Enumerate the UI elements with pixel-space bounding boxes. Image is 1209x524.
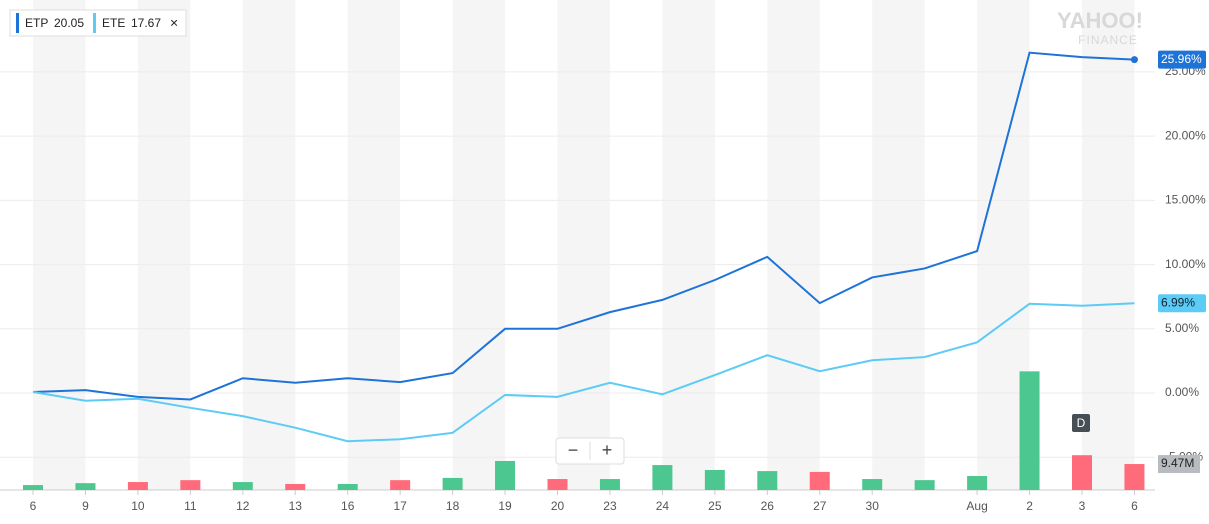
volume-bar bbox=[1124, 464, 1145, 490]
legend-swatch bbox=[16, 13, 19, 33]
y-tick-label: 20.00% bbox=[1165, 128, 1206, 142]
x-tick-label: 17 bbox=[393, 499, 407, 513]
zoom-controls: − + bbox=[555, 437, 625, 465]
volume-bar bbox=[75, 483, 96, 490]
band bbox=[33, 0, 86, 490]
volume-bar bbox=[704, 469, 725, 490]
legend-box bbox=[9, 9, 187, 37]
x-tick-label: 27 bbox=[813, 499, 827, 513]
band bbox=[0, 0, 1, 490]
band bbox=[662, 0, 715, 490]
x-tick-label: 9 bbox=[82, 499, 89, 513]
x-tick-label: 6 bbox=[1131, 499, 1138, 513]
legend-name: ETE bbox=[102, 16, 125, 30]
band bbox=[347, 0, 401, 490]
legend-quote: 17.67 bbox=[131, 16, 161, 30]
volume-bar bbox=[547, 479, 568, 490]
volume-bar bbox=[23, 485, 43, 490]
y-tick-label: 15.00% bbox=[1165, 193, 1206, 207]
x-tick-label: 6 bbox=[30, 499, 37, 513]
remove-button[interactable]: × bbox=[170, 15, 178, 31]
end-box bbox=[1158, 294, 1206, 313]
band bbox=[767, 0, 820, 490]
legend-quote: 20.05 bbox=[54, 16, 84, 30]
end-dot bbox=[1130, 56, 1138, 64]
background-bands bbox=[0, 0, 1134, 490]
band bbox=[452, 0, 506, 490]
end-label: 6.99% bbox=[1161, 295, 1195, 309]
volume-bar bbox=[495, 460, 516, 490]
lines bbox=[32, 51, 1135, 443]
volume-bar bbox=[757, 471, 778, 490]
y-tick-label: 10.00% bbox=[1165, 257, 1206, 271]
volume-bar bbox=[285, 483, 306, 490]
band bbox=[1082, 0, 1135, 490]
brand-logo: YAHOO! bbox=[1057, 8, 1143, 33]
volume-bar bbox=[967, 476, 988, 490]
volume-bar bbox=[652, 465, 673, 490]
volume-bar bbox=[809, 471, 830, 490]
y-tick-label: 0.00% bbox=[1165, 385, 1199, 399]
band bbox=[872, 0, 925, 490]
end-box bbox=[1158, 50, 1206, 69]
volume bbox=[23, 371, 1145, 490]
band bbox=[557, 0, 610, 490]
x-tick-label: 13 bbox=[289, 499, 303, 513]
zoom-out[interactable]: − bbox=[568, 440, 579, 460]
volume-bar bbox=[390, 480, 411, 490]
x-tick-label: 2 bbox=[1026, 499, 1033, 513]
x-tick-label: 16 bbox=[341, 499, 355, 513]
volume-bar bbox=[1072, 455, 1092, 490]
x-tick-label: 26 bbox=[761, 499, 775, 513]
legend-swatch bbox=[93, 13, 96, 33]
x-tick-label: 20 bbox=[551, 499, 565, 513]
volume-end-box bbox=[1158, 455, 1200, 474]
brand-logo-sub: FINANCE bbox=[1078, 33, 1138, 47]
volume-bar bbox=[914, 480, 935, 490]
x-tick-label: 19 bbox=[498, 499, 512, 513]
volume-bar bbox=[442, 477, 463, 490]
line bbox=[32, 302, 1135, 443]
x-tick-label: 24 bbox=[656, 499, 670, 513]
x-tick-label: 30 bbox=[866, 499, 880, 513]
x-tick-label: 12 bbox=[236, 499, 250, 513]
volume-bar bbox=[862, 479, 883, 490]
x-tick-label: 23 bbox=[603, 499, 617, 513]
volume-bar bbox=[180, 480, 201, 490]
volume-bar bbox=[599, 479, 620, 490]
interval-label[interactable]: D bbox=[1077, 416, 1086, 430]
x-tick-label: 11 bbox=[184, 499, 197, 513]
interval-badge[interactable] bbox=[1072, 414, 1090, 432]
volume-bar bbox=[337, 483, 358, 490]
end-label: 25.96% bbox=[1161, 52, 1202, 66]
x-tick-label: 18 bbox=[446, 499, 460, 513]
legend: ETP 20.05 ETE 17.67 × bbox=[9, 9, 187, 37]
line bbox=[32, 51, 1135, 401]
legend-name: ETP bbox=[25, 16, 48, 30]
band bbox=[137, 0, 191, 490]
y-tick-label: 5.00% bbox=[1165, 321, 1199, 335]
volume-end-label: 9.47M bbox=[1161, 456, 1194, 470]
volume-bar bbox=[232, 482, 253, 490]
band bbox=[242, 0, 296, 490]
grid bbox=[0, 71, 1155, 491]
volume-bar bbox=[127, 482, 148, 490]
volume-bar bbox=[1019, 371, 1040, 490]
x-tick-label: Aug bbox=[966, 499, 987, 513]
x-tick-label: 25 bbox=[708, 499, 722, 513]
zoom-in[interactable]: + bbox=[602, 440, 613, 460]
x-tick-label: 3 bbox=[1079, 499, 1086, 513]
x-tick-label: 10 bbox=[131, 499, 145, 513]
